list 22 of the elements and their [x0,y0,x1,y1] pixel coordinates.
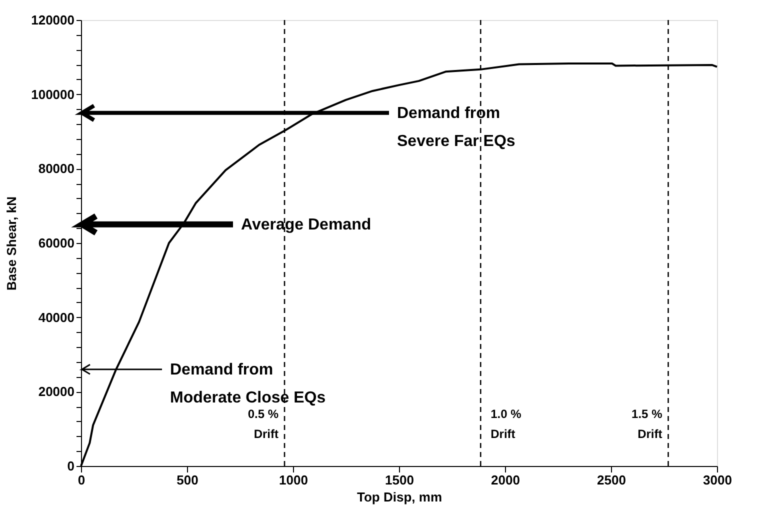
x-tick-label: 2500 [597,472,626,488]
y-tick-label: 40000 [38,310,74,325]
ref-line-label: 1.0 % Drift [490,407,522,441]
x-tick-label: 2000 [491,472,520,488]
x-axis-title: Top Disp, mm [357,490,442,504]
x-tick-label: 1000 [279,472,308,488]
x-tick-label: 0 [78,472,86,488]
ref-line-label: 1.5 % Drift [632,407,663,441]
y-tick-label: 80000 [38,161,74,176]
x-tick-label: 3000 [703,472,732,488]
x-tick-label: 500 [176,472,198,488]
ref-line-label: Demand from Moderate Close EQs [170,361,326,406]
y-tick-label: 100000 [31,86,74,102]
y-tick-label: 0 [67,458,74,474]
ref-line-label: 0.5 % Drift [248,407,279,441]
y-tick-label: 60000 [38,236,74,250]
y-tick-label: 120000 [31,12,74,28]
x-tick-label: 1500 [385,472,414,488]
y-axis-title: Base Shear, kN [4,196,20,290]
ref-line-label: Demand from Severe Far EQs [397,104,516,150]
y-tick-label: 20000 [38,384,74,400]
ref-line-label: Average Demand [241,216,372,234]
